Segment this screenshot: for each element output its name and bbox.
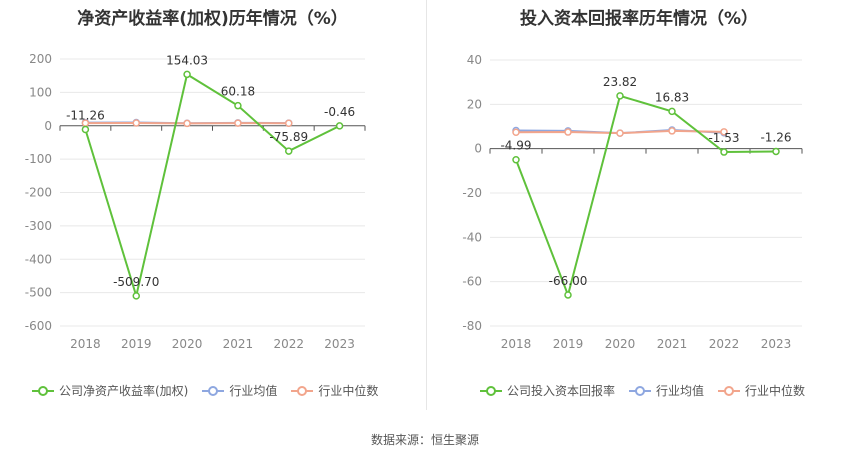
y-tick-label: 100 [29,85,52,99]
x-tick-label: 2018 [501,337,532,351]
left-chart-title: 净资产收益率(加权)历年情况（%） [77,9,348,29]
data-point [668,127,676,135]
data-point [668,107,676,116]
x-tick-label: 2020 [605,337,636,351]
data-label: -75.89 [269,130,308,144]
right-chart-plot: 40 20 0 -20 -40 -60 -80 2018 2019 2020 2021 2022 202… [462,53,803,351]
legend-label: 公司投入资本回报率 [507,384,616,398]
data-point [234,119,242,127]
legend-label: 行业均值 [229,384,278,398]
legend-item-company-roic[interactable]: 公司投入资本回报率 [480,382,615,399]
right-legend: 公司投入资本回报率 行业均值 行业中位数 [480,382,805,399]
legend-item-industry-mean[interactable]: 行业均值 [202,382,277,399]
data-point [132,119,140,127]
data-point [335,122,344,130]
left-chart-panel: 净资产收益率(加权)历年情况（%） 200 100 0 -100 -200 -300 -40… [0,0,425,410]
y-tick-label: -60 [462,275,482,289]
data-point [81,125,90,134]
data-label: 16.83 [655,90,689,104]
data-point [720,128,728,136]
x-tick-label: 2023 [324,337,355,351]
x-tick-label: 2019 [553,337,584,351]
data-source-note: 数据来源：恒生聚源 [370,433,479,447]
x-tick-label: 2021 [657,337,688,351]
series-line [515,94,777,299]
y-tick-label: 0 [44,119,52,133]
legend-line-marker-icon [629,385,652,397]
y-tick-label: -300 [25,219,52,233]
y-tick-label: 0 [474,142,482,156]
y-tick-label: -20 [462,186,482,200]
right-chart-title: 投入资本回报率历年情况（%） [519,9,759,29]
y-tick-label: -600 [25,319,52,333]
x-tick-label: 2020 [172,337,203,351]
legend-label: 行业均值 [656,384,705,398]
y-tick-label: -500 [25,286,52,300]
legend-item-industry-mean[interactable]: 行业均值 [629,382,704,399]
data-label: -509.70 [113,275,159,289]
series-line [84,72,341,300]
x-tick-label: 2023 [761,337,792,351]
legend-item-industry-median[interactable]: 行业中位数 [718,382,805,399]
data-point [616,129,624,137]
y-tick-label: 20 [467,97,482,111]
data-label: -11.26 [66,109,105,123]
legend-line-marker-icon [202,385,225,397]
legend-line-marker-icon [480,385,502,397]
data-label: -0.46 [324,105,355,119]
data-point [564,291,572,299]
y-tick-label: -200 [25,186,52,200]
data-point [285,119,293,127]
legend-label: 行业中位数 [745,384,806,398]
legend-line-marker-icon [291,385,314,397]
y-tick-label: -40 [462,230,482,244]
data-point [183,119,191,128]
data-label: 60.18 [221,85,255,99]
data-label: -4.99 [500,139,531,153]
data-point [720,148,728,156]
legend-label: 公司净资产收益率(加权) [59,384,189,398]
legend-line-marker-icon [32,385,54,397]
legend-line-marker-icon [718,385,741,397]
data-label: -1.26 [760,130,791,144]
left-chart-plot: 200 100 0 -100 -200 -300 -400 -500 -600 2018 2019 2… [25,52,366,351]
x-tick-label: 2022 [273,337,304,351]
data-point [234,101,242,110]
data-point [183,70,191,79]
data-point [512,128,520,137]
data-point [132,292,140,300]
data-point [772,147,780,156]
legend-label: 行业中位数 [318,384,379,398]
y-tick-label: 40 [467,53,482,67]
data-point [616,92,624,100]
x-tick-label: 2021 [223,337,254,351]
data-point [512,155,520,164]
y-tick-label: 200 [29,52,52,66]
data-label: 23.82 [603,75,637,89]
legend-item-industry-median[interactable]: 行业中位数 [291,382,378,399]
data-label: -66.00 [549,274,588,288]
x-tick-label: 2019 [121,337,152,351]
legend-item-company-roe[interactable]: 公司净资产收益率(加权) [32,382,188,399]
y-tick-label: -100 [25,152,52,166]
x-tick-label: 2018 [70,337,101,351]
data-label: -1.53 [708,131,739,145]
data-label: 154.03 [166,53,208,67]
data-point [285,147,293,155]
data-point [564,128,572,136]
y-tick-label: -400 [25,252,52,266]
right-chart-panel: 投入资本回报率历年情况（%） 40 20 0 -20 -40 -60 -80 2018 2019… [428,0,850,410]
panel-divider [426,0,427,410]
left-legend: 公司净资产收益率(加权) 行业均值 行业中位数 [32,382,378,399]
x-tick-label: 2022 [709,337,740,351]
y-tick-label: -80 [462,319,482,333]
